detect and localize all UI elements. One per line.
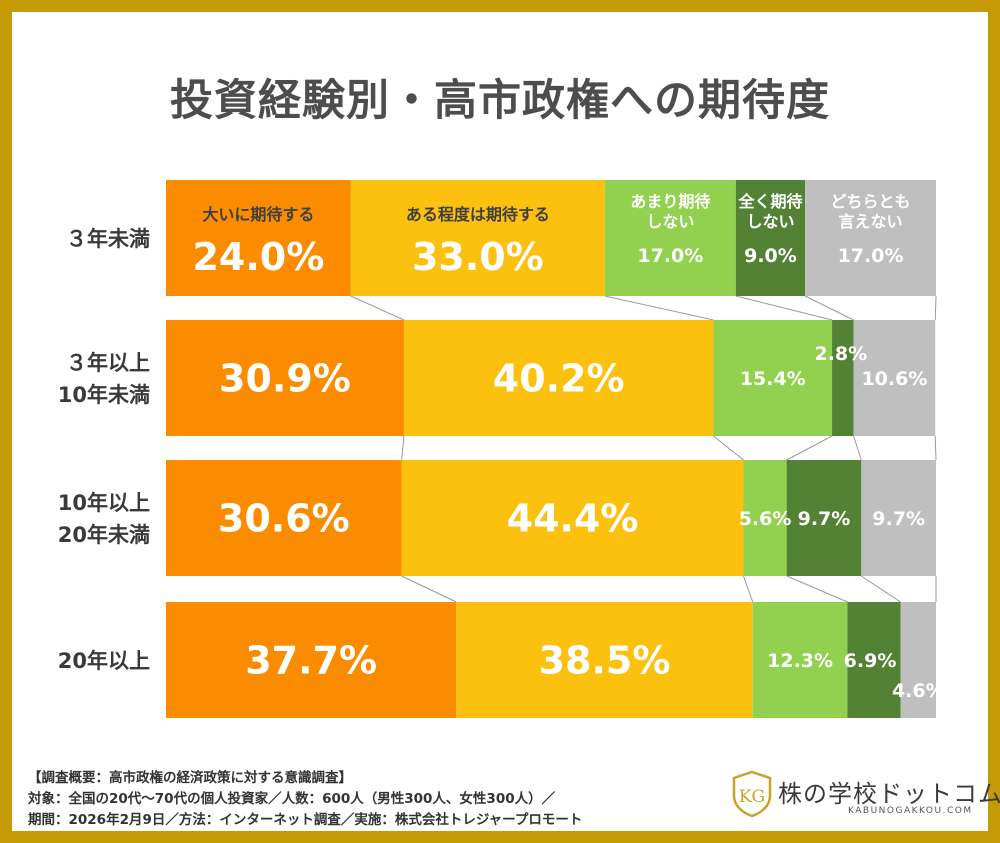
bar-segment-r0-s1 (350, 180, 605, 296)
survey-footer: 【調査概要：高市政権の経済政策に対する意識調査】 対象：全国の20代〜70代の個… (28, 768, 582, 831)
bar-segment-r3-s3 (847, 602, 901, 718)
logo: KG 株の学校ドットコム KABUNOGAKKOU.COM (730, 770, 1000, 824)
bar-segment-r2-s2 (743, 460, 787, 576)
category-labels: ３年未満 ３年以上 10年未満 10年以上 20年未満 20年以上 (58, 227, 150, 673)
data-label-r2-s1: 44.4% (507, 497, 639, 541)
connector-line-2-2 (786, 575, 848, 603)
connector-line-2-3 (861, 575, 901, 603)
bar-segment-r0-s0 (166, 180, 351, 296)
bar-segment-r3-s4 (900, 602, 936, 718)
data-label-r0-s4: 17.0% (838, 245, 904, 267)
data-label-r1-s4: 10.6% (861, 368, 927, 390)
data-label-r2-s0: 30.6% (218, 497, 350, 541)
connector-line-0-4 (934, 295, 937, 321)
bar-segment-r1-s0 (166, 320, 404, 436)
category-label-1-1: 10年未満 (58, 383, 150, 407)
data-label-r3-s1: 38.5% (539, 639, 671, 683)
legend-label-2-1: しない (646, 212, 694, 231)
connector-line-0-3 (804, 295, 854, 321)
bar-segment-r1-s2 (713, 320, 833, 436)
bar-segment-r2-s3 (786, 460, 862, 576)
connector-line-2-0 (401, 575, 457, 603)
category-label-2-1: 20年未満 (58, 523, 150, 547)
bar-segment-r2-s1 (401, 460, 744, 576)
legend-label-0-0: 大いに期待する (202, 205, 314, 224)
category-label-3-0: 20年以上 (58, 649, 150, 673)
connector-line-1-3 (853, 435, 862, 461)
connector-line-1-0 (401, 435, 405, 461)
connector-line-1-2 (786, 435, 833, 461)
data-label-r1-s3: 2.8% (814, 343, 867, 365)
data-label-r3-s0: 37.7% (245, 639, 377, 683)
data-label-r2-s3: 9.7% (798, 508, 851, 530)
bar-labels: 大いに期待する24.0%ある程度は期待する33.0%あまり期待しない17.0%全… (192, 192, 944, 702)
category-label-2-0: 10年以上 (58, 491, 150, 515)
legend-label-4-0: どちらとも (831, 192, 911, 211)
bar-segment-r3-s0 (166, 602, 457, 718)
logo-shield-icon: KG (732, 770, 772, 818)
data-label-r0-s0: 24.0% (192, 235, 324, 279)
logo-subtext: KABUNOGAKKOU.COM (848, 806, 973, 816)
data-label-r2-s2: 5.6% (739, 508, 792, 530)
connector-lines (350, 295, 937, 603)
connector-line-0-1 (604, 295, 714, 321)
bar-segment-r2-s0 (166, 460, 402, 576)
bar-segment-r0-s4 (805, 180, 936, 296)
footer-line-1: 【調査概要：高市政権の経済政策に対する意識調査】 (28, 770, 352, 786)
legend-label-2-0: あまり期待 (630, 192, 710, 211)
data-label-r0-s1: 33.0% (412, 235, 544, 279)
bar-segment-r0-s3 (735, 180, 806, 296)
bar-segment-r0-s2 (604, 180, 736, 296)
data-label-r0-s3: 9.0% (744, 245, 797, 267)
chart-title: 投資経験別・高市政権への期待度 (170, 76, 830, 126)
legend-label-4-1: 言えない (839, 212, 903, 231)
data-label-r1-s0: 30.9% (219, 357, 351, 401)
bar-segment-r3-s2 (752, 602, 848, 718)
data-label-r0-s2: 17.0% (637, 245, 703, 267)
category-label-0-0: ３年未満 (66, 227, 150, 251)
footer-line-3: 期間：2026年2月9日／方法：インターネット調査／実施：株式会社トレジャープロ… (28, 812, 583, 828)
bar-segments (166, 180, 936, 718)
data-label-r3-s3: 6.9% (844, 650, 897, 672)
data-label-r3-s4: 4.6% (892, 680, 945, 702)
bar-segment-r1-s3 (832, 320, 854, 436)
connector-line-0-2 (735, 295, 833, 321)
logo-text: 株の学校ドットコム (778, 780, 1000, 808)
bar-segment-r2-s4 (861, 460, 936, 576)
connector-line-2-1 (743, 575, 754, 603)
legend-label-3-1: しない (746, 212, 794, 231)
bar-segment-r1-s4 (853, 320, 936, 436)
data-label-r1-s1: 40.2% (493, 357, 625, 401)
connector-line-1-4 (934, 435, 937, 461)
connector-line-0-0 (350, 295, 405, 321)
category-label-1-0: ３年以上 (66, 351, 150, 375)
logo-mark-text: KG (739, 787, 765, 807)
footer-line-2: 対象：全国の20代〜70代の個人投資家／人数：600人（男性300人、女性300… (28, 791, 556, 807)
legend-label-1-0: ある程度は期待する (406, 205, 550, 224)
bar-segment-r3-s1 (456, 602, 753, 718)
data-label-r3-s2: 12.3% (767, 650, 833, 672)
legend-label-3-0: 全く期待 (737, 192, 802, 211)
connector-line-1-1 (713, 435, 744, 461)
data-label-r1-s2: 15.4% (740, 368, 806, 390)
data-label-r2-s4: 9.7% (872, 508, 925, 530)
bar-segment-r1-s1 (403, 320, 714, 436)
